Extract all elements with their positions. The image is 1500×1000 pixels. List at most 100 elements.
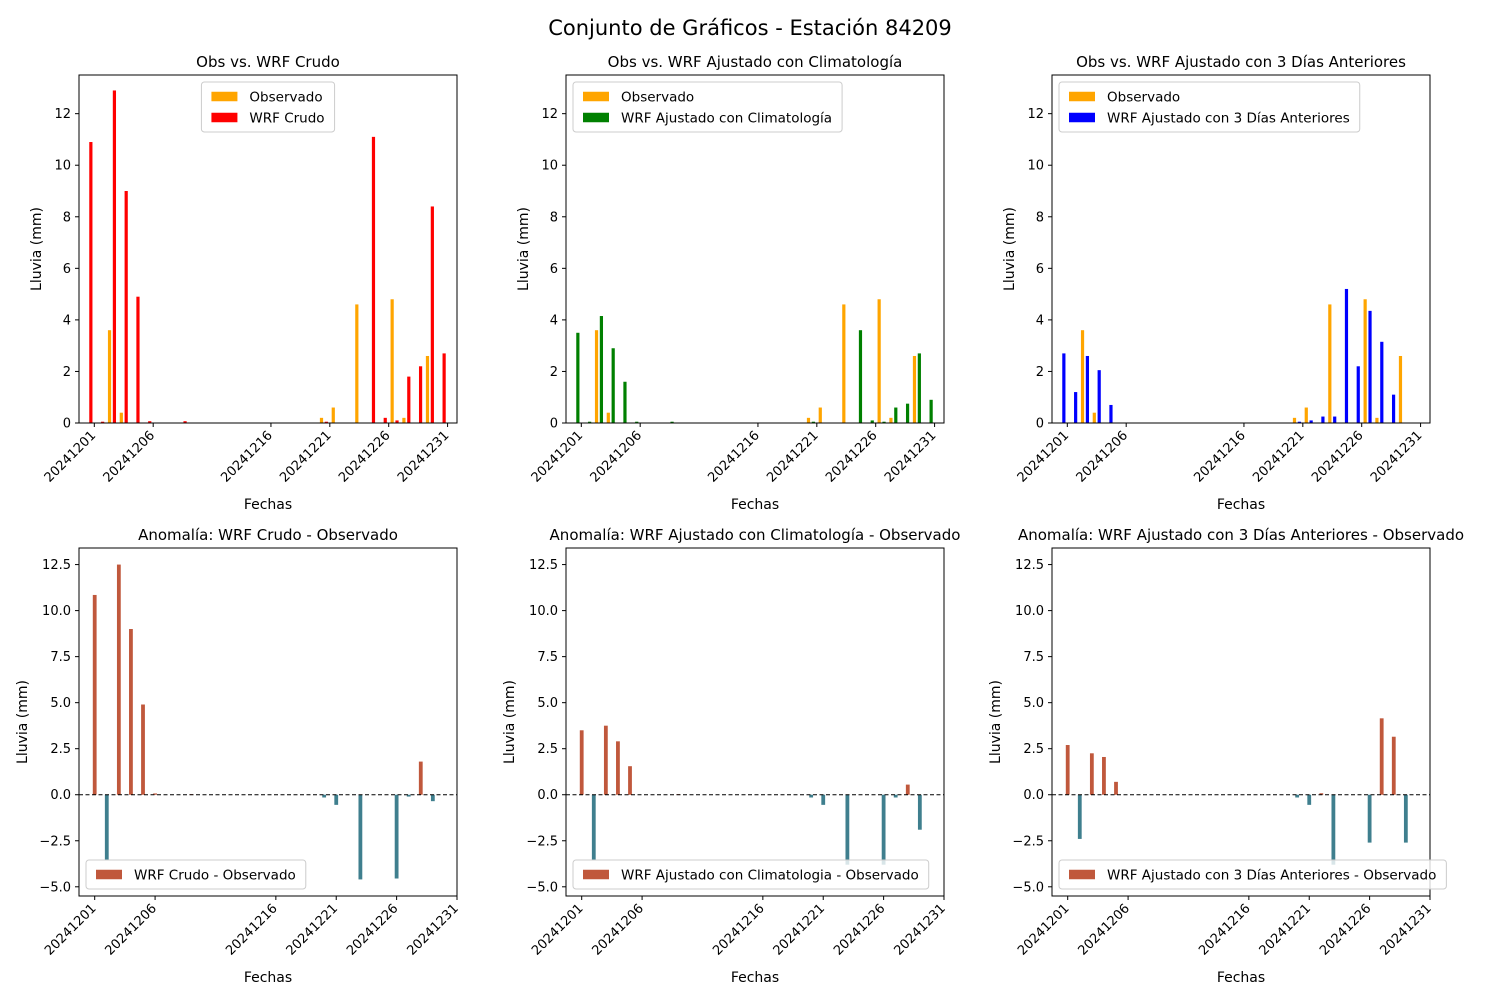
bar-wrf-20241204 — [611, 348, 615, 423]
x-tick-label: 20241206 — [1074, 428, 1131, 485]
y-tick-label: 4 — [550, 313, 558, 328]
x-tick-label: 20241226 — [344, 901, 401, 958]
x-axis-label: Fechas — [1217, 497, 1265, 513]
chart-panel-6: Anomalía: WRF Ajustado con 3 Días Anteri… — [988, 526, 1464, 986]
bar-wrf-20241206 — [635, 421, 639, 423]
bar-wrf-20241230 — [430, 206, 434, 423]
y-tick-label: 2 — [1036, 365, 1044, 380]
bar-observado-20241220 — [1292, 417, 1297, 423]
y-tick-label: −2.5 — [39, 834, 71, 849]
y-tick-label: 8 — [63, 210, 71, 225]
x-tick-label: 20241231 — [882, 428, 939, 485]
y-axis-label: Lluvia (mm) — [516, 207, 532, 291]
bar-wrf-20241230 — [917, 353, 921, 423]
anomaly-bar-20241205 — [141, 704, 145, 795]
y-tick-label: 5.0 — [50, 696, 71, 711]
y-tick-label: 0.0 — [537, 788, 558, 803]
anomaly-bar-20241221 — [821, 794, 826, 805]
anomaly-bar-20241229 — [430, 794, 435, 802]
bar-observado-20241202 — [594, 330, 599, 423]
legend-swatch — [211, 91, 238, 102]
bar-observado-20241220 — [806, 417, 811, 423]
axes-frame — [1051, 547, 1431, 897]
chart-title: Obs vs. WRF Crudo — [196, 53, 340, 71]
legend: Observado WRF Ajustado con Climatología — [572, 81, 843, 133]
x-tick-label: 20241221 — [277, 428, 334, 485]
anomaly-bar-20241201 — [579, 730, 584, 795]
bar-wrf-20241209 — [183, 421, 187, 423]
x-tick-label: 20241231 — [891, 901, 948, 958]
bar-wrf-20241225 — [858, 330, 863, 423]
y-tick-label: 7.5 — [537, 650, 558, 665]
bar-observado-20241203 — [119, 412, 123, 423]
bar-wrf-20241203 — [599, 316, 604, 423]
bar-wrf-20241226 — [870, 420, 874, 423]
y-tick-label: 0 — [1036, 417, 1044, 432]
x-tick-label: 20241231 — [1377, 901, 1434, 958]
bar-wrf-20241206 — [148, 421, 152, 423]
chart-title: Anomalía: WRF Ajustado con Climatología … — [550, 526, 961, 544]
x-tick-label: 20241231 — [1368, 428, 1425, 485]
legend-label: WRF Crudo - Observado — [134, 868, 296, 884]
legend: WRF Ajustado con Climatologia - Observad… — [572, 859, 930, 890]
legend-box — [1058, 859, 1447, 890]
anomaly-bar-20241203 — [116, 564, 121, 795]
y-tick-label: 2 — [550, 365, 558, 380]
legend-swatch — [1069, 112, 1095, 123]
legend-label: Observado — [1107, 90, 1180, 106]
anomaly-bar-20241206 — [153, 793, 157, 795]
y-axis-label: Lluvia (mm) — [15, 680, 31, 764]
anomaly-bar-20241223 — [358, 794, 363, 880]
bar-observado-20241203 — [1092, 412, 1096, 423]
legend-swatch — [211, 112, 238, 123]
bar-observado-20241229 — [912, 355, 917, 423]
legend: WRF Ajustado con 3 Días Anteriores - Obs… — [1058, 859, 1447, 890]
bar-wrf-20241201 — [576, 332, 580, 423]
bar-observado-20241223 — [1328, 304, 1332, 423]
bar-wrf-20241202 — [101, 421, 105, 423]
bar-wrf-20241202 — [1074, 392, 1078, 423]
axes-frame — [78, 74, 458, 424]
x-tick-label: 20241226 — [1317, 901, 1374, 958]
anomaly-bar-20241222 — [1319, 793, 1324, 795]
x-tick-label: 20241221 — [764, 428, 821, 485]
y-axis-label: Lluvia (mm) — [29, 207, 45, 291]
bar-wrf-20241227 — [395, 420, 399, 423]
bar-wrf-20241229 — [418, 366, 423, 423]
y-tick-label: 12 — [1027, 107, 1044, 122]
bar-wrf-20241227 — [1368, 310, 1372, 423]
legend-label: WRF Ajustado con 3 Días Anteriores - Obs… — [1107, 868, 1436, 884]
anomaly-bar-20241202 — [591, 794, 596, 861]
bar-observado-20241227 — [889, 417, 893, 423]
anomaly-bar-20241205 — [1114, 781, 1118, 795]
bar-observado-20241221 — [331, 407, 335, 423]
y-axis-label: Lluvia (mm) — [988, 680, 1004, 764]
bar-observado-20241223 — [355, 304, 359, 423]
x-tick-label: 20241226 — [823, 428, 880, 485]
bar-wrf-20241225 — [1344, 288, 1349, 423]
bar-wrf-20241222 — [1309, 420, 1313, 423]
bar-observado-20241221 — [1304, 407, 1308, 423]
legend-swatch — [583, 112, 609, 123]
legend-swatch — [583, 869, 609, 880]
anomaly-bar-20241223 — [845, 794, 850, 865]
legend-label: WRF Crudo — [249, 111, 324, 127]
y-tick-label: 0.0 — [50, 788, 71, 803]
y-tick-label: 7.5 — [50, 650, 71, 665]
x-tick-label: 20241226 — [831, 901, 888, 958]
anomaly-bar-20241204 — [616, 741, 620, 795]
anomaly-bar-20241226 — [1367, 794, 1372, 843]
legend-box — [572, 859, 930, 890]
x-tick-label: 20241226 — [336, 428, 393, 485]
anomaly-bar-20241204 — [129, 629, 133, 795]
bar-wrf-20241229 — [905, 403, 910, 423]
anomaly-bar-20241228 — [1391, 736, 1396, 795]
axes-frame — [565, 547, 945, 897]
bar-wrf-20241201 — [89, 142, 93, 423]
x-axis-label: Fechas — [244, 970, 292, 986]
y-tick-label: 12.5 — [529, 558, 558, 573]
anomaly-bar-20241205 — [628, 766, 632, 795]
axes-frame — [78, 547, 458, 897]
anomaly-bar-20241220 — [1295, 794, 1300, 798]
x-tick-label: 20241231 — [404, 901, 461, 958]
